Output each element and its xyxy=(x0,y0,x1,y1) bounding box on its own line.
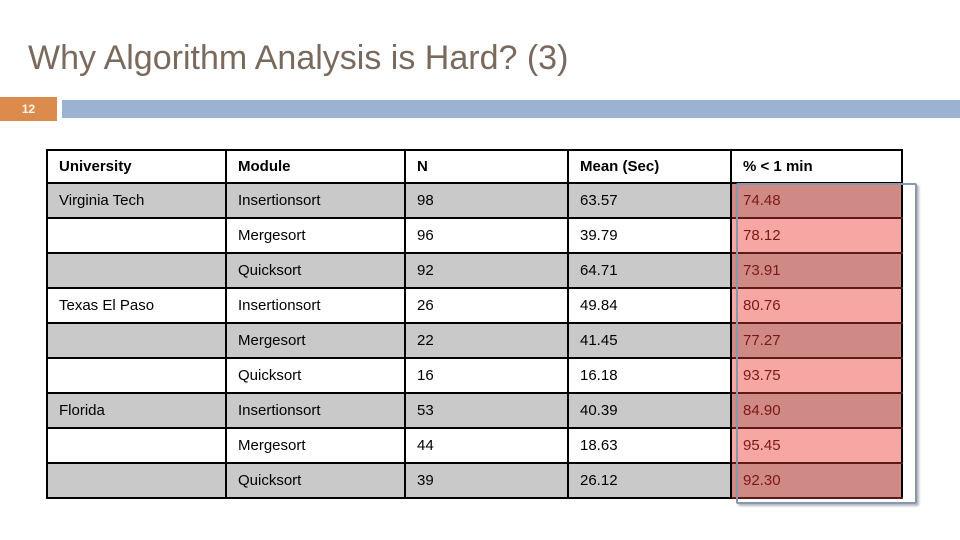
cell-n: 22 xyxy=(404,322,569,359)
table-row: Virginia Tech Insertionsort 98 63.57 74.… xyxy=(46,182,903,219)
table-header-row: University Module N Mean (Sec) % < 1 min xyxy=(46,149,903,184)
accent-bar xyxy=(62,100,960,118)
cell-pct-highlighted: 74.48 xyxy=(730,182,903,219)
cell-n: 96 xyxy=(404,217,569,254)
cell-module: Quicksort xyxy=(225,357,406,394)
cell-module: Quicksort xyxy=(225,462,406,499)
cell-n: 98 xyxy=(404,182,569,219)
cell-university xyxy=(46,322,227,359)
header-mean: Mean (Sec) xyxy=(567,149,732,184)
cell-module: Quicksort xyxy=(225,252,406,289)
table-row: Quicksort 16 16.18 93.75 xyxy=(46,357,903,394)
table-row: Florida Insertionsort 53 40.39 84.90 xyxy=(46,392,903,429)
header-n: N xyxy=(404,149,569,184)
slide-title: Why Algorithm Analysis is Hard? (3) xyxy=(28,39,569,77)
cell-pct-highlighted: 93.75 xyxy=(730,357,903,394)
cell-module: Mergesort xyxy=(225,217,406,254)
table-row: Mergesort 44 18.63 95.45 xyxy=(46,427,903,464)
cell-mean: 16.18 xyxy=(567,357,732,394)
table-row: Quicksort 39 26.12 92.30 xyxy=(46,462,903,499)
cell-pct-highlighted: 80.76 xyxy=(730,287,903,324)
cell-n: 16 xyxy=(404,357,569,394)
cell-mean: 26.12 xyxy=(567,462,732,499)
cell-university xyxy=(46,252,227,289)
cell-module: Mergesort xyxy=(225,322,406,359)
cell-module: Mergesort xyxy=(225,427,406,464)
cell-pct-highlighted: 73.91 xyxy=(730,252,903,289)
results-table: University Module N Mean (Sec) % < 1 min… xyxy=(46,149,903,499)
cell-pct-highlighted: 95.45 xyxy=(730,427,903,464)
cell-module: Insertionsort xyxy=(225,392,406,429)
cell-mean: 39.79 xyxy=(567,217,732,254)
header-university: University xyxy=(46,149,227,184)
cell-mean: 63.57 xyxy=(567,182,732,219)
cell-n: 44 xyxy=(404,427,569,464)
cell-university xyxy=(46,217,227,254)
slide-number: 12 xyxy=(21,102,36,116)
table-row: Mergesort 22 41.45 77.27 xyxy=(46,322,903,359)
cell-pct-highlighted: 84.90 xyxy=(730,392,903,429)
header-module: Module xyxy=(225,149,406,184)
cell-university: Texas El Paso xyxy=(46,287,227,324)
cell-mean: 64.71 xyxy=(567,252,732,289)
cell-university: Florida xyxy=(46,392,227,429)
cell-n: 92 xyxy=(404,252,569,289)
table-row: Quicksort 92 64.71 73.91 xyxy=(46,252,903,289)
slide-number-badge: 12 xyxy=(0,97,57,121)
cell-n: 53 xyxy=(404,392,569,429)
table-row: Texas El Paso Insertionsort 26 49.84 80.… xyxy=(46,287,903,324)
cell-university: Virginia Tech xyxy=(46,182,227,219)
header-pct: % < 1 min xyxy=(730,149,903,184)
cell-pct-highlighted: 78.12 xyxy=(730,217,903,254)
cell-mean: 40.39 xyxy=(567,392,732,429)
cell-pct-highlighted: 92.30 xyxy=(730,462,903,499)
cell-university xyxy=(46,357,227,394)
cell-pct-highlighted: 77.27 xyxy=(730,322,903,359)
cell-module: Insertionsort xyxy=(225,182,406,219)
cell-university xyxy=(46,427,227,464)
cell-mean: 41.45 xyxy=(567,322,732,359)
cell-n: 26 xyxy=(404,287,569,324)
cell-university xyxy=(46,462,227,499)
cell-mean: 49.84 xyxy=(567,287,732,324)
cell-n: 39 xyxy=(404,462,569,499)
cell-module: Insertionsort xyxy=(225,287,406,324)
cell-mean: 18.63 xyxy=(567,427,732,464)
table-row: Mergesort 96 39.79 78.12 xyxy=(46,217,903,254)
